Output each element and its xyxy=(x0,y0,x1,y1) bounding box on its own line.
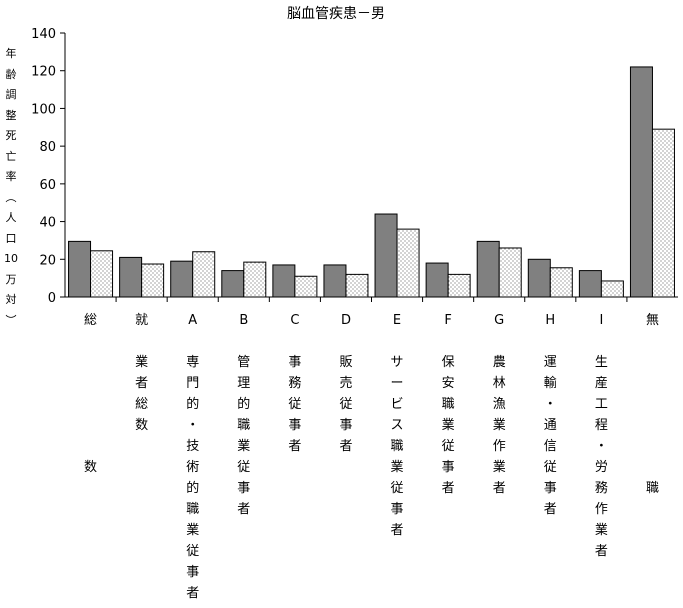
bar-series2 xyxy=(498,247,522,298)
bar-series2 xyxy=(447,273,471,298)
y-tick-label: 0 xyxy=(48,291,56,306)
bar-series2 xyxy=(294,275,318,298)
bar-series1 xyxy=(425,262,449,298)
bar-series1 xyxy=(119,256,143,298)
bar-series2 xyxy=(396,228,420,298)
x-category-label: 無職 xyxy=(645,313,659,496)
bar-series1 xyxy=(272,264,296,298)
y-axis-label: 年齢調整死亡率 ︵ 人口 10 万対 ︶ xyxy=(4,47,18,327)
x-category-label: 総数 xyxy=(84,313,98,475)
chart-title: 脳血管疾患－男 xyxy=(287,6,385,22)
y-tick-label: 80 xyxy=(39,140,56,155)
bar-series2 xyxy=(345,273,369,298)
axes: 0 20 40 60 80 100 120 140 xyxy=(31,27,678,306)
bar-series2 xyxy=(549,267,573,298)
y-tick-label: 40 xyxy=(39,216,56,231)
bar-series2 xyxy=(141,263,165,298)
y-tick-label: 100 xyxy=(31,102,56,117)
x-category-label: A 専門的・技術的職業従事者 xyxy=(186,313,200,601)
bar-series2 xyxy=(600,280,624,298)
bar-series2 xyxy=(90,250,114,298)
x-category-label: 就業者総数 xyxy=(135,313,149,433)
chart-svg: 脳血管疾患－男 0 20 40 60 80 100 120 140 xyxy=(31,6,678,306)
bar-series1 xyxy=(68,240,92,298)
y-tick-label: 20 xyxy=(39,253,56,268)
bar-series1 xyxy=(374,213,398,298)
y-tick-label: 140 xyxy=(31,27,56,42)
bar-series2 xyxy=(243,261,267,298)
bars xyxy=(68,66,675,298)
x-category-label: H 運輸・通信従事者 xyxy=(543,313,557,517)
bar-series2 xyxy=(192,251,216,298)
x-category-label: I 生産工程・労務作業者 xyxy=(594,313,608,559)
y-tick-label: 120 xyxy=(31,65,56,80)
bar-series1 xyxy=(323,264,347,298)
bar-series1 xyxy=(476,240,500,298)
bar-series2 xyxy=(651,128,675,298)
bar-series1 xyxy=(221,270,245,298)
y-tick-label: 60 xyxy=(39,178,56,193)
bar-series1 xyxy=(578,270,602,298)
bar-series1 xyxy=(527,258,551,298)
bar-series1 xyxy=(170,260,194,298)
bar-series1 xyxy=(629,66,653,298)
